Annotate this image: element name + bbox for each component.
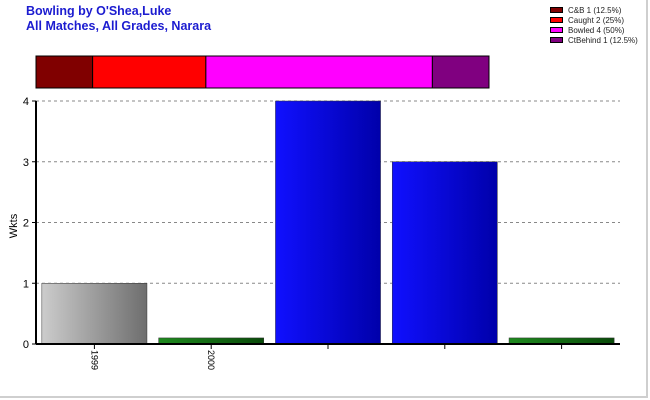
y-tick-label: 4 bbox=[23, 96, 29, 108]
legend: C&B 1 (12.5%) Caught 2 (25%) Bowled 4 (5… bbox=[550, 5, 638, 45]
dismissal-stacked-bar bbox=[35, 55, 490, 89]
y-tick-label: 1 bbox=[23, 278, 29, 290]
y-tick-labels: 0 1 2 3 4 bbox=[23, 96, 36, 351]
legend-label: Bowled 4 (50%) bbox=[568, 25, 625, 35]
y-axis-label: Wkts bbox=[8, 213, 20, 238]
legend-label: CtBehind 1 (12.5%) bbox=[568, 35, 638, 45]
x-tick-label: 1999 bbox=[89, 350, 99, 370]
legend-item-ctbehind: CtBehind 1 (12.5%) bbox=[550, 35, 638, 45]
legend-swatch bbox=[550, 7, 563, 13]
legend-label: C&B 1 (12.5%) bbox=[568, 5, 622, 15]
y-tick-label: 0 bbox=[23, 339, 29, 351]
chart-subtitle: All Matches, All Grades, Narara bbox=[26, 19, 212, 33]
bar-2 bbox=[275, 100, 381, 345]
x-tick-label: 2000 bbox=[206, 350, 216, 370]
bars bbox=[41, 100, 615, 345]
bar-3 bbox=[391, 161, 498, 345]
stack-segment-caught bbox=[92, 55, 207, 89]
bar-0 bbox=[41, 283, 148, 345]
stack-segment-ctbehind bbox=[431, 55, 490, 89]
legend-item-caught: Caught 2 (25%) bbox=[550, 15, 638, 25]
chart-title: Bowling by O'Shea,Luke bbox=[26, 4, 172, 18]
legend-label: Caught 2 (25%) bbox=[568, 15, 625, 25]
stack-segment-bowled bbox=[205, 55, 433, 89]
y-tick-label: 3 bbox=[23, 157, 29, 169]
legend-swatch bbox=[550, 27, 563, 33]
y-tick-label: 2 bbox=[23, 218, 29, 230]
legend-item-bowled: Bowled 4 (50%) bbox=[550, 25, 638, 35]
stack-segment-cb bbox=[35, 55, 94, 89]
legend-swatch bbox=[550, 17, 563, 23]
x-tick-labels: 1999 2000 bbox=[89, 344, 563, 370]
legend-swatch bbox=[550, 37, 563, 43]
legend-item-cb: C&B 1 (12.5%) bbox=[550, 5, 638, 15]
